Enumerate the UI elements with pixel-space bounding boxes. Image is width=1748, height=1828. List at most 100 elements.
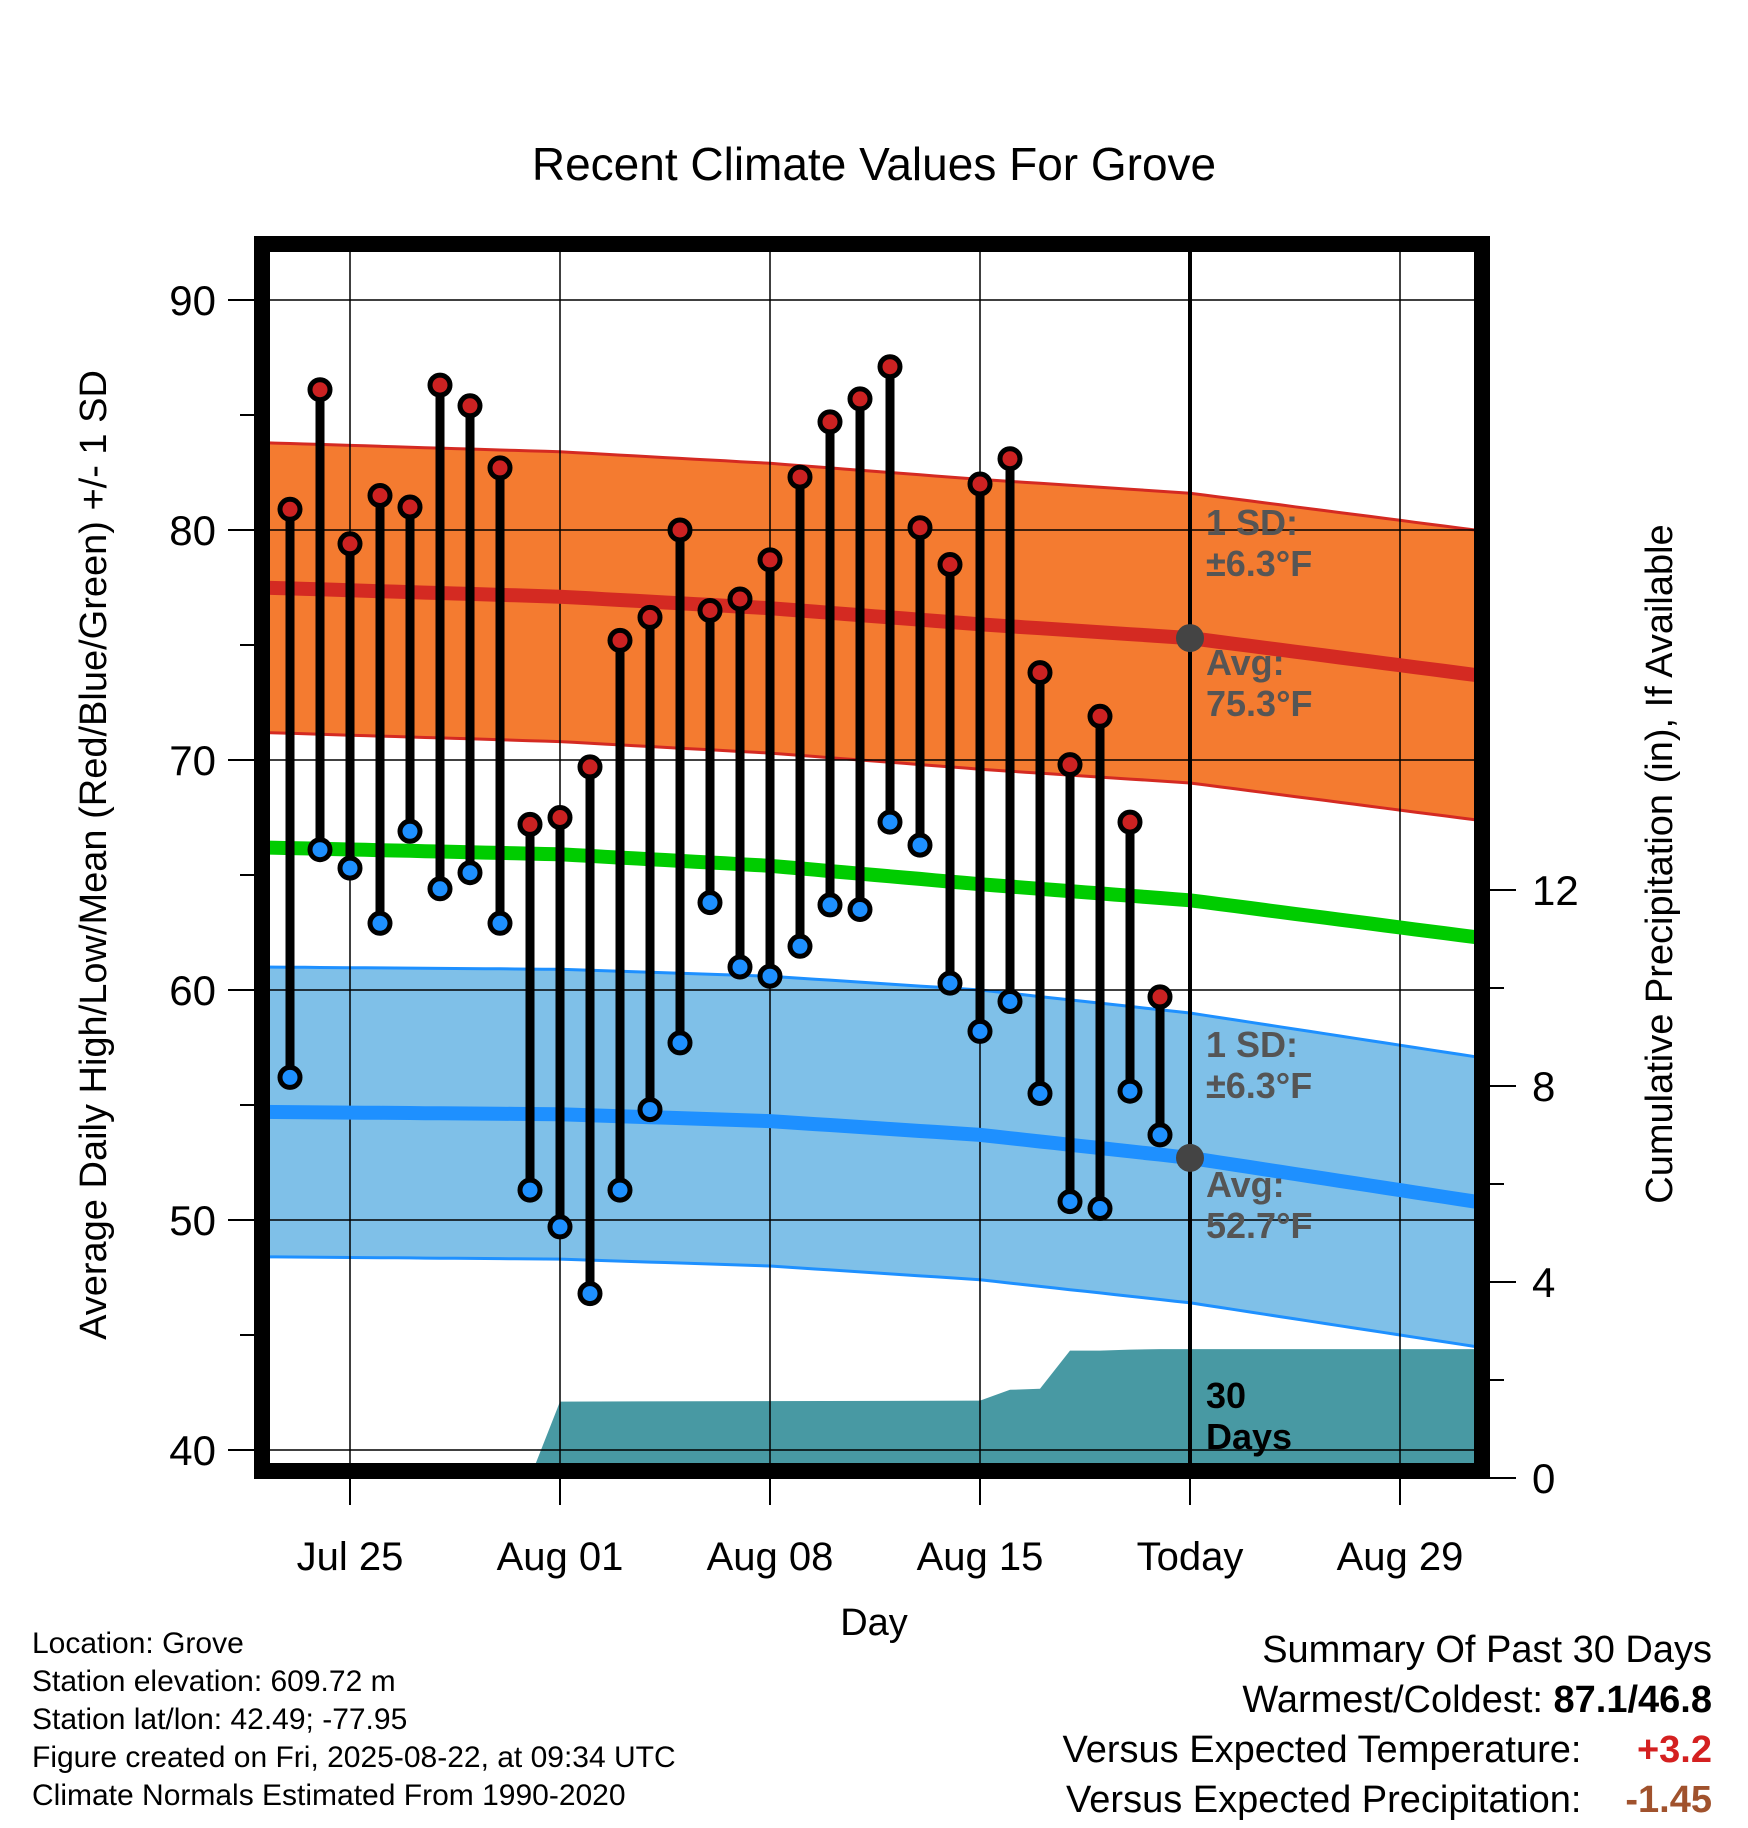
daily-high-point xyxy=(637,604,663,630)
y-axis-label: Average Daily High/Low/Mean (Red/Blue/Gr… xyxy=(73,370,115,1340)
daily-low-point xyxy=(757,963,783,989)
summary-precip-row: Versus Expected Precipitation: -1.45 xyxy=(1063,1775,1712,1825)
y-tick-label: 50 xyxy=(169,1197,216,1244)
summary-panel: Summary Of Past 30 Days Warmest/Coldest:… xyxy=(1063,1625,1712,1825)
daily-high-point xyxy=(307,377,333,403)
daily-high-point xyxy=(907,515,933,541)
plot-frame xyxy=(254,236,1490,1479)
daily-low-point xyxy=(1087,1196,1113,1221)
precip-label: Versus Expected Precipitation: xyxy=(1066,1779,1582,1821)
low-avg-annotation: 52.7°F xyxy=(1206,1205,1312,1246)
daily-low-point xyxy=(727,954,753,980)
created-text: Figure created on Fri, 2025-08-22, at 09… xyxy=(32,1741,676,1774)
daily-high-point xyxy=(817,409,843,435)
station-info: Location: Grove Station elevation: 609.7… xyxy=(32,1625,676,1815)
daily-low-point xyxy=(517,1177,543,1203)
daily-low-point xyxy=(787,933,813,959)
daily-high-point xyxy=(397,494,423,520)
daily-high-point xyxy=(337,531,363,557)
normal-high-sd-band xyxy=(262,442,1475,820)
period-annotation: 30 xyxy=(1206,1375,1246,1416)
y-tick-label: 40 xyxy=(169,1427,216,1474)
location-text: Location: Grove xyxy=(32,1627,244,1660)
daily-low-point xyxy=(367,910,393,936)
normals-text: Climate Normals Estimated From 1990-2020 xyxy=(32,1779,626,1812)
y-tick-label: 90 xyxy=(169,277,216,324)
daily-high-point xyxy=(1117,809,1143,835)
daily-high-point xyxy=(607,627,633,653)
normal-low-sd-lower-edge xyxy=(262,1255,1476,1348)
daily-high-point xyxy=(1147,984,1173,1010)
daily-low-point xyxy=(937,970,963,996)
daily-high-point xyxy=(367,483,393,508)
summary-heading: Summary Of Past 30 Days xyxy=(1262,1629,1712,1671)
daily-high-point xyxy=(967,471,993,497)
temp-label: Versus Expected Temperature: xyxy=(1062,1729,1582,1771)
today-normal-low-marker xyxy=(1176,1143,1204,1172)
normal-low-line xyxy=(262,1104,1477,1209)
daily-high-point xyxy=(457,393,483,419)
daily-low-point xyxy=(637,1097,663,1123)
daily-high-point xyxy=(697,598,723,623)
daily-high-point xyxy=(1057,752,1083,778)
daily-low-point xyxy=(847,897,873,922)
y-tick-label: 70 xyxy=(169,737,216,784)
daily-low-point xyxy=(457,860,483,886)
plot-clipped xyxy=(262,244,1482,1471)
daily-low-point xyxy=(337,855,363,881)
y2-axis-label: Cumulative Precipitation (in), If Availa… xyxy=(1639,524,1681,1203)
period-annotation: Days xyxy=(1206,1416,1292,1457)
chart-title: Recent Climate Values For Grove xyxy=(532,138,1216,190)
normal-low-sd-band xyxy=(262,967,1475,1347)
temp-value: +3.2 xyxy=(1636,1729,1712,1771)
daily-low-point xyxy=(487,910,513,936)
daily-low-point xyxy=(967,1018,993,1044)
daily-low-point xyxy=(547,1214,573,1240)
daily-low-point xyxy=(667,1030,693,1056)
daily-low-point xyxy=(1117,1078,1143,1104)
daily-high-point xyxy=(1087,703,1113,729)
daily-high-point xyxy=(847,386,873,412)
daily-low-point xyxy=(997,989,1023,1014)
normal-low-sd-upper-edge xyxy=(262,965,1476,1059)
daily-low-point xyxy=(397,818,423,844)
daily-low-point xyxy=(427,876,453,902)
normal-high-line xyxy=(262,580,1476,682)
daily-low-point xyxy=(577,1281,603,1307)
low-avg-annotation: Avg: xyxy=(1206,1164,1285,1205)
warmest-label: Warmest/Coldest: xyxy=(1242,1679,1543,1721)
x-tick-label: Aug 29 xyxy=(1337,1535,1464,1579)
y2-tick-label: 8 xyxy=(1532,1063,1555,1110)
summary-warmest-row: Warmest/Coldest: 87.1/46.8 xyxy=(1063,1675,1712,1725)
daily-high-point xyxy=(577,754,603,780)
precip-value: -1.45 xyxy=(1625,1779,1712,1821)
high-avg-annotation: 75.3°F xyxy=(1206,683,1312,724)
today-normal-high-marker xyxy=(1176,624,1204,653)
y2-tick-label: 12 xyxy=(1532,867,1579,914)
x-axis-label: Day xyxy=(840,1602,908,1644)
x-tick-label: Today xyxy=(1137,1535,1244,1579)
precipitation-area xyxy=(532,1349,1475,1471)
daily-high-point xyxy=(997,446,1023,472)
daily-low-point xyxy=(1147,1122,1173,1148)
x-tick-label: Aug 08 xyxy=(707,1535,834,1579)
latlon-text: Station lat/lon: 42.49; -77.95 xyxy=(32,1703,408,1736)
high-sd-annotation: 1 SD: xyxy=(1206,502,1298,543)
warmest-value: 87.1/46.8 xyxy=(1553,1679,1712,1721)
daily-high-point xyxy=(757,547,783,573)
daily-high-point xyxy=(1027,660,1053,686)
daily-high-point xyxy=(487,455,513,481)
normal-high-sd-upper-edge xyxy=(262,441,1476,532)
y2-tick-label: 0 xyxy=(1532,1455,1555,1502)
y-tick-label: 60 xyxy=(169,967,216,1014)
normal-mean-line xyxy=(262,840,1476,945)
daily-high-point xyxy=(787,464,813,490)
x-tick-label: Jul 25 xyxy=(297,1535,404,1579)
daily-high-point xyxy=(727,586,753,612)
daily-high-point xyxy=(517,811,543,837)
daily-low-point xyxy=(907,832,933,858)
x-tick-label: Aug 01 xyxy=(497,1535,624,1579)
x-tick-label: Aug 15 xyxy=(917,1535,1044,1579)
